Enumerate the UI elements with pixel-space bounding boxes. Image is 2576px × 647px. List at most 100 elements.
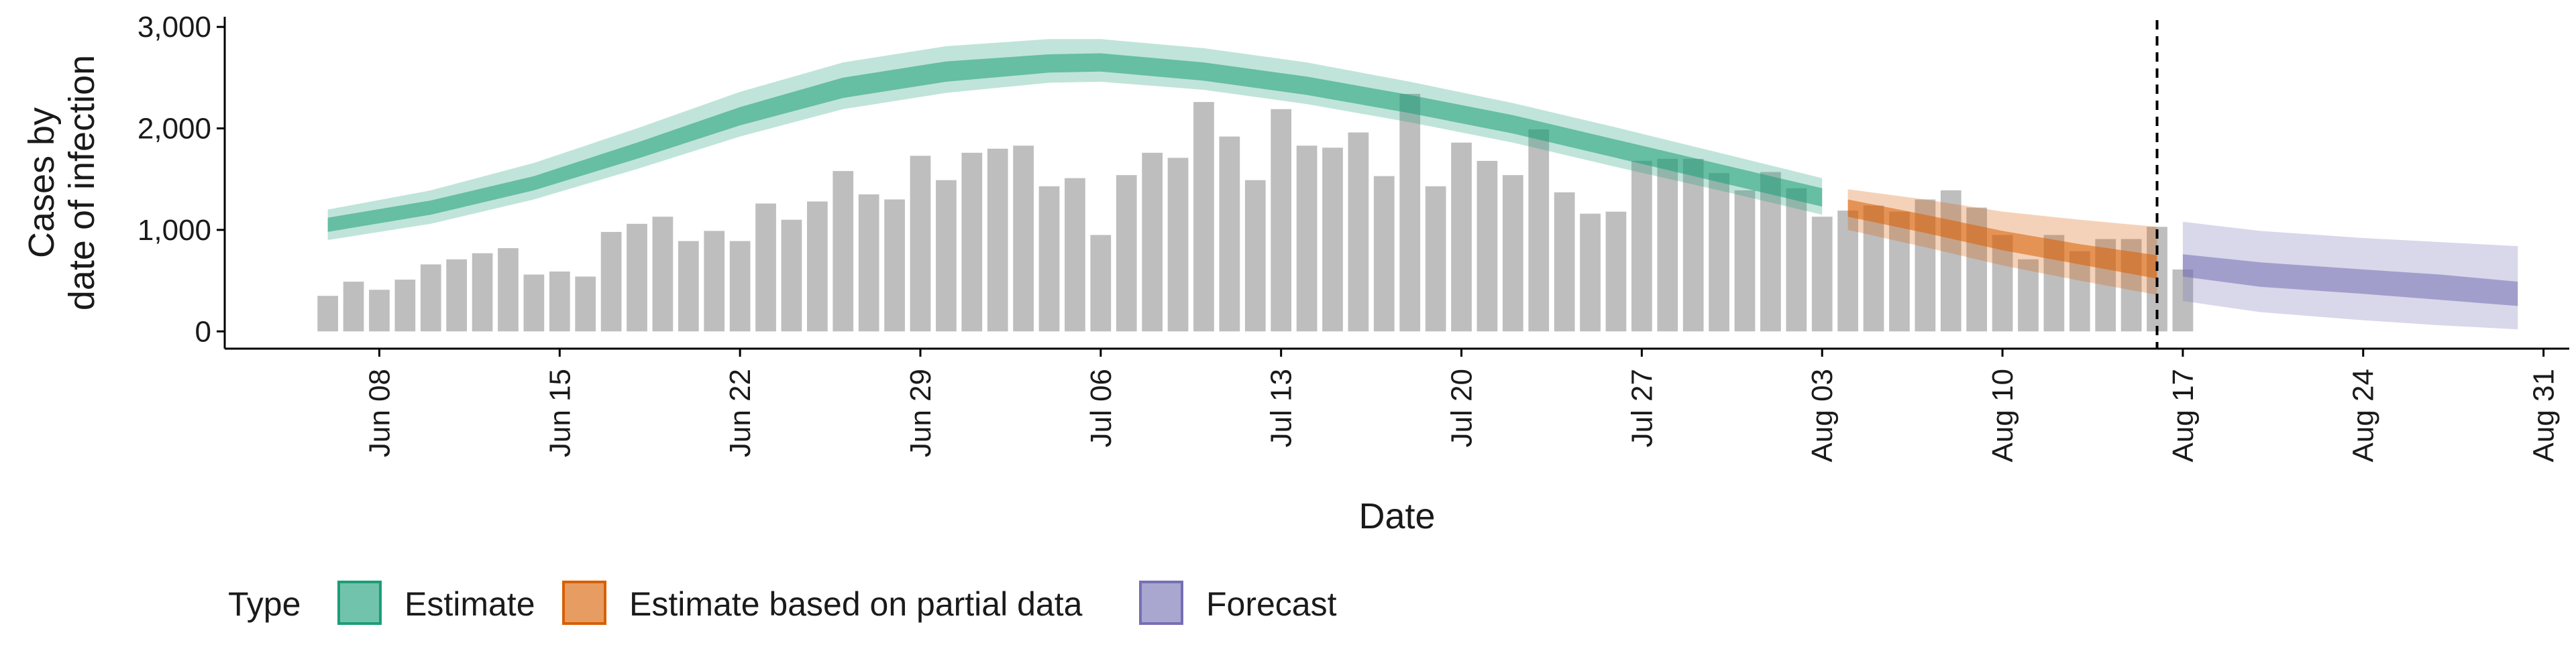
data-bar	[1142, 152, 1163, 332]
data-bar	[343, 282, 364, 332]
data-bar	[549, 271, 570, 332]
data-bar	[394, 280, 416, 332]
data-bar	[1837, 211, 1858, 332]
data-bar	[961, 152, 983, 332]
data-bar	[1863, 205, 1884, 332]
data-bar	[2172, 269, 2194, 332]
data-bar	[498, 248, 519, 332]
data-bar	[987, 148, 1008, 332]
x-tick-label: Jun 29	[904, 369, 937, 457]
x-tick-label: Jul 06	[1085, 369, 1118, 447]
x-tick-label: Jun 22	[724, 369, 757, 457]
x-tick-label: Aug 31	[2528, 369, 2561, 462]
data-bar	[936, 180, 957, 332]
x-axis-title: Date	[1358, 496, 1435, 536]
data-bar	[1734, 190, 1756, 332]
data-bar	[729, 241, 751, 332]
data-bar	[1631, 160, 1652, 332]
data-bar	[1477, 160, 1498, 332]
data-bar	[1605, 211, 1627, 332]
data-bar	[600, 231, 622, 332]
legend-title: Type	[228, 585, 301, 623]
x-tick-label: Jul 27	[1625, 369, 1658, 447]
data-bar	[472, 253, 493, 332]
data-bar	[1271, 109, 1292, 332]
ribbons-layer	[327, 39, 2518, 330]
data-bar	[1167, 158, 1189, 332]
data-bar	[1090, 235, 1112, 332]
data-bar	[446, 259, 468, 332]
data-bar	[652, 217, 674, 332]
axes-layer: 0 1,000 2,000 3,000 Jun 08 Jun 15 Jun 22 Jun 29…	[21, 11, 2569, 536]
data-bar	[1193, 102, 1214, 332]
x-tick-label: Jun 15	[543, 369, 576, 457]
data-bar	[1219, 136, 1240, 332]
y-tick-label: 3,000	[138, 11, 211, 44]
data-bar	[1322, 148, 1343, 332]
data-bar	[317, 296, 338, 332]
data-bar	[1811, 217, 1833, 332]
data-bar	[1425, 186, 1446, 332]
data-bar	[755, 203, 776, 332]
data-bar	[420, 264, 441, 332]
data-bar	[1373, 176, 1395, 332]
data-bar	[704, 231, 725, 332]
legend-swatch	[337, 581, 382, 625]
data-bar	[884, 199, 905, 332]
estimate-outer-band	[327, 39, 1823, 241]
data-bar	[1528, 129, 1550, 332]
data-bar	[1682, 158, 1704, 332]
data-bar	[575, 276, 596, 332]
data-bar	[523, 274, 545, 332]
x-tick-label: Aug 17	[2167, 369, 2200, 462]
data-bar	[1657, 158, 1678, 332]
data-bar	[678, 241, 699, 332]
x-tick-label: Jul 20	[1446, 369, 1479, 447]
legend: Type Estimate Estimate based on partial da…	[228, 581, 1337, 625]
data-bar	[1244, 180, 1266, 332]
data-bar	[1502, 175, 1523, 332]
data-bar	[1940, 190, 1962, 332]
y-tick-label: 0	[195, 315, 211, 348]
x-tick-label: Aug 24	[2347, 369, 2380, 462]
data-bar	[1760, 172, 1781, 332]
data-bar	[1065, 178, 1085, 332]
bars-layer	[317, 94, 2194, 332]
data-bar	[1013, 145, 1034, 332]
data-bar	[858, 194, 879, 332]
data-bar	[1889, 211, 1910, 332]
data-bar	[1348, 132, 1369, 332]
data-bar	[1554, 192, 1575, 332]
x-tick-label: Jun 08	[363, 369, 396, 457]
data-bar	[1399, 94, 1421, 332]
legend-swatch	[1139, 581, 1183, 625]
data-bar	[1296, 145, 1318, 332]
data-bar	[910, 156, 931, 332]
y-tick-label: 1,000	[138, 214, 211, 247]
data-bar	[1786, 188, 1807, 332]
x-tick-label: Jul 13	[1265, 369, 1298, 447]
data-bar	[1451, 142, 1472, 332]
y-axis-title-line: date of infection	[62, 55, 102, 310]
data-bar	[806, 201, 828, 332]
x-tick-label: Aug 10	[1986, 369, 2019, 462]
legend-label: Estimate based on partial data	[629, 585, 1083, 623]
forecast-inner-band	[2182, 254, 2518, 306]
x-tick-label: Aug 03	[1806, 369, 1839, 462]
legend-label: Forecast	[1206, 585, 1337, 623]
data-bar	[627, 223, 647, 332]
data-bar	[1709, 173, 1729, 332]
legend-label: Estimate	[405, 585, 535, 623]
data-bar	[1116, 175, 1137, 332]
estimate-based-on-partial-data-inner-band	[1847, 199, 2157, 279]
data-bar	[369, 290, 390, 332]
data-bar	[1580, 213, 1601, 332]
data-bar	[2018, 259, 2039, 332]
data-bar	[1038, 186, 1060, 332]
data-bar	[781, 219, 802, 332]
data-bar	[833, 171, 854, 332]
y-tick-label: 2,000	[138, 113, 211, 145]
legend-swatch	[562, 581, 606, 625]
